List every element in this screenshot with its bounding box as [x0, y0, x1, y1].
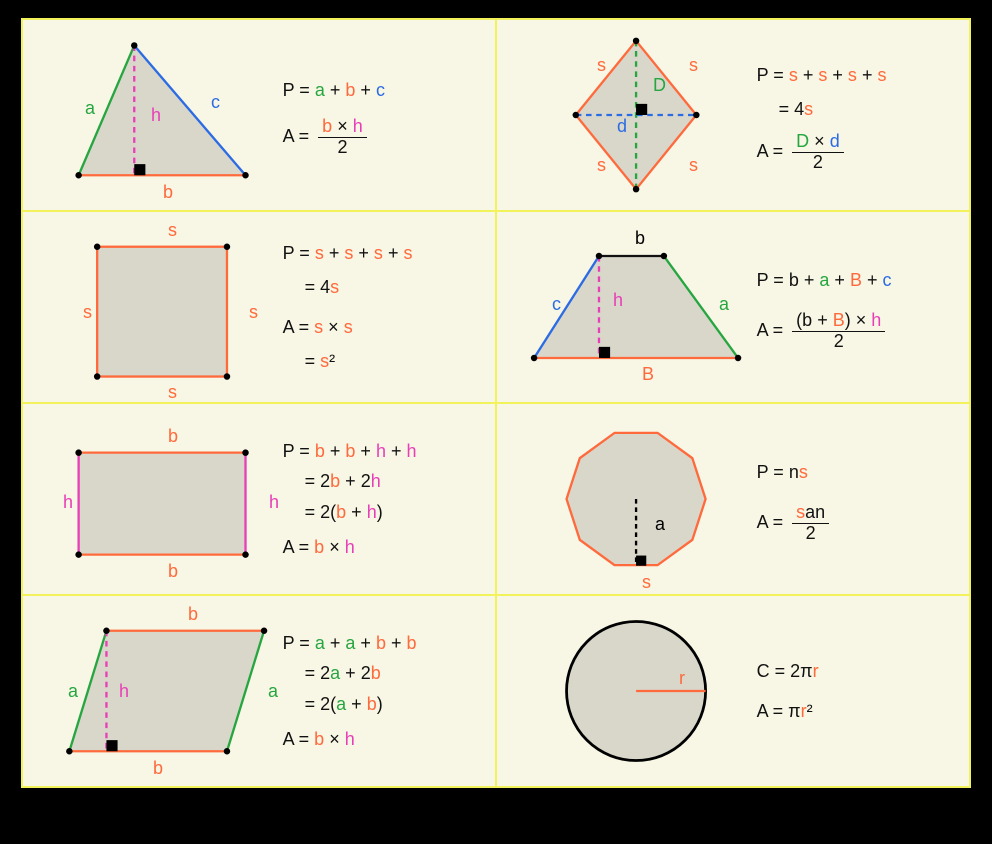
label-s4: s [689, 155, 698, 176]
label-a-left: a [68, 681, 78, 702]
label-h: h [613, 290, 623, 311]
label-a: a [85, 98, 95, 119]
label-b-top: b [635, 228, 645, 249]
cell-rectangle: b b h h P = b + b + h + h = 2b + 2h = 2(… [23, 404, 495, 594]
triangle-formulas: P = a + b + c A = b × h2 [283, 73, 495, 158]
label-b-top: b [168, 426, 178, 447]
label-h-right: h [269, 492, 279, 513]
circle-diagram: r [497, 596, 757, 786]
circle-formulas: C = 2πr A = πr² [757, 654, 969, 728]
label-D: D [653, 75, 666, 96]
rectangle-diagram: b b h h [23, 404, 283, 594]
label-s1: s [597, 55, 606, 76]
cell-triangle: a c b h P = a + b + c A = b × h2 [23, 20, 495, 210]
label-b-bot: b [153, 758, 163, 779]
label-r: r [679, 668, 685, 689]
label-a-right: a [268, 681, 278, 702]
cell-parallelogram: b b a a h P = a + a + b + b = 2a + 2b = … [23, 596, 495, 786]
label-s-right: s [249, 302, 258, 323]
label-h: h [151, 105, 161, 126]
square-diagram: s s s s [23, 212, 283, 402]
formula-sheet: a c b h P = a + b + c A = b × h2 [21, 18, 971, 788]
label-b-top: b [188, 604, 198, 625]
label-h-left: h [63, 492, 73, 513]
label-s-bot: s [168, 382, 177, 403]
label-b: b [163, 182, 173, 203]
trapezoid-formulas: P = b + a + B + c A = (b + B) × h2 [757, 263, 969, 352]
label-B: B [642, 364, 654, 385]
rhombus-area: A = D × d2 [757, 132, 969, 173]
triangle-diagram: a c b h [23, 20, 283, 210]
label-s-top: s [168, 220, 177, 241]
rectangle-formulas: P = b + b + h + h = 2b + 2h = 2(b + h) A… [283, 436, 495, 562]
square-formulas: P = s + s + s + s = 4s A = s × s = s² [283, 236, 495, 379]
rhombus-formulas: P = s + s + s + s = 4s A = D × d2 [757, 58, 969, 173]
trapezoid-diagram: b a c B h [497, 212, 757, 402]
rhombus-perimeter: P = s + s + s + s [757, 58, 969, 92]
label-d: d [617, 116, 627, 137]
label-s2: s [689, 55, 698, 76]
label-a: a [719, 294, 729, 315]
polygon-formulas: P = ns A = san2 [757, 455, 969, 544]
label-h: h [119, 681, 129, 702]
parallelogram-formulas: P = a + a + b + b = 2a + 2b = 2(a + b) A… [283, 628, 495, 754]
cell-circle: r C = 2πr A = πr² [497, 596, 969, 786]
label-c: c [552, 294, 561, 315]
label-a: a [655, 514, 665, 535]
cell-polygon: a s P = ns A = san2 [497, 404, 969, 594]
polygon-diagram: a s [497, 404, 757, 594]
label-b-bot: b [168, 561, 178, 582]
label-s: s [642, 572, 651, 593]
label-s3: s [597, 155, 606, 176]
rhombus-diagram: s s s s D d [497, 20, 757, 210]
label-s-left: s [83, 302, 92, 323]
triangle-area: A = b × h2 [283, 117, 495, 158]
label-c: c [211, 92, 220, 113]
cell-square: s s s s P = s + s + s + s = 4s A = s × s… [23, 212, 495, 402]
parallelogram-diagram: b b a a h [23, 596, 283, 786]
cell-rhombus: s s s s D d P = s + s + s + s = 4s A = D… [497, 20, 969, 210]
cell-trapezoid: b a c B h P = b + a + B + c A = (b + B) … [497, 212, 969, 402]
triangle-perimeter: P = a + b + c [283, 73, 495, 107]
